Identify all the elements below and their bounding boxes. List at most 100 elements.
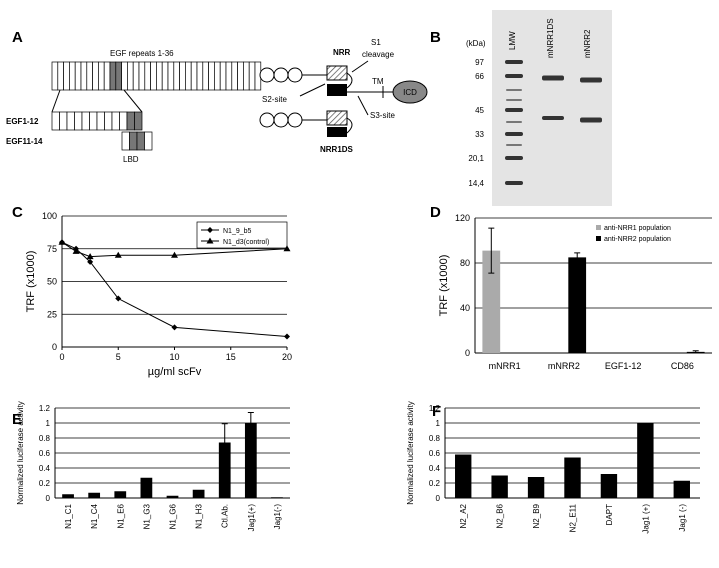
band	[505, 74, 523, 78]
egf-box	[237, 61, 244, 91]
y-tick-label: 1.2	[429, 404, 441, 413]
x-tick-label: 5	[116, 352, 121, 362]
egf-box	[86, 61, 93, 91]
egf-box	[96, 111, 105, 131]
egf-box	[57, 61, 64, 91]
egf-box	[167, 61, 175, 91]
point	[86, 253, 94, 260]
legend-label: anti-NRR1 population	[604, 225, 671, 232]
y-tick-label: 0.2	[429, 479, 441, 488]
y-tick-label: 0.6	[39, 449, 51, 458]
band	[505, 108, 523, 112]
lane-label: mNRR2	[583, 29, 592, 58]
x-tick-label: 15	[226, 352, 236, 362]
x-tick-label: N2_A2	[459, 503, 468, 528]
band	[506, 121, 522, 123]
egf-box	[111, 111, 120, 131]
bar	[140, 477, 153, 498]
domain-diagram: A EGF repeats 1-36 ICD NRR S1 cleavage T…	[6, 29, 428, 164]
panel-letter: A	[12, 29, 23, 46]
chart: C 0 25 50 75 100 TRF (x1000) 0 5 10 15 20 µg/ml scFv…	[12, 204, 292, 378]
egf-box	[161, 61, 169, 91]
band	[506, 89, 522, 91]
point	[171, 251, 178, 258]
error-bar	[221, 423, 228, 462]
band	[505, 156, 523, 160]
icd-label: ICD	[403, 88, 417, 97]
y-tick-label: 0	[465, 348, 470, 358]
egf-box	[202, 61, 209, 91]
bar	[527, 477, 545, 498]
band	[506, 99, 522, 101]
y-tick-label: 1	[46, 419, 51, 428]
chart: E 0 0.2 0.4 0.6 0.8 1 1.2 Normalized luciferase …	[12, 401, 290, 531]
bar	[218, 442, 231, 498]
lbd-label: LBD	[123, 155, 139, 164]
y-tick-label: 0	[436, 494, 441, 503]
x-tick-label: Jag1 (-)	[678, 504, 687, 532]
y-tick-label: 25	[47, 309, 57, 319]
egf-box	[179, 61, 186, 91]
hd-n	[326, 65, 348, 81]
point	[171, 324, 178, 331]
y-tick-label: 0.8	[39, 434, 51, 443]
zoom-line	[51, 89, 61, 113]
bar	[166, 495, 179, 498]
egf1-12	[51, 111, 143, 131]
egf-box	[74, 61, 82, 91]
bar	[600, 474, 618, 498]
bar	[637, 423, 654, 498]
egf-box	[132, 61, 140, 91]
egf-box	[119, 111, 128, 131]
bar	[568, 257, 587, 353]
x-tick-label: N2_E11	[569, 503, 578, 532]
egf-box	[115, 61, 122, 91]
y-axis-label: Normalized luciferase activity	[16, 401, 25, 505]
lnr	[273, 67, 289, 83]
bar	[271, 497, 283, 498]
egf-box	[219, 61, 227, 91]
band	[580, 77, 602, 83]
point	[284, 333, 290, 340]
y-tick-label: 0.8	[429, 434, 441, 443]
egf-box	[51, 111, 60, 131]
point	[114, 251, 122, 258]
egf-box	[173, 61, 180, 91]
marker-label: 33	[475, 130, 484, 139]
y-tick-label: 40	[460, 303, 470, 313]
egf-box	[231, 61, 238, 91]
lnr	[259, 67, 275, 83]
egf-label: EGF repeats 1-36	[110, 49, 174, 58]
bar	[482, 250, 501, 353]
y-axis-label: Normalized luciferase activity	[406, 401, 415, 505]
point	[115, 295, 122, 302]
egf-box	[127, 61, 134, 91]
chart: F 0 0.2 0.4 0.6 0.8 1 1.2 Normalized luciferase …	[406, 401, 700, 534]
x-tick-label: N1_E6	[116, 503, 125, 528]
arrow	[299, 83, 326, 97]
lane-label: LMW	[508, 31, 517, 50]
egf-box	[225, 61, 233, 91]
band	[505, 132, 523, 136]
x-tick-label: DAPT	[605, 504, 614, 525]
y-tick-label: 100	[42, 211, 57, 221]
s3-label: S3-site	[370, 111, 395, 120]
egf-box	[144, 61, 151, 91]
point	[207, 227, 213, 233]
panel-letter: F	[432, 403, 441, 420]
error-bar	[692, 350, 699, 354]
s1-label: S1	[371, 38, 381, 47]
bar	[564, 457, 581, 498]
egf-box	[104, 111, 113, 131]
x-tick-label: N2_B6	[496, 503, 505, 528]
x-tick-label: 10	[169, 352, 179, 362]
egf1-12-label: EGF1-12	[6, 117, 39, 126]
egf-box	[134, 111, 143, 131]
egf-box	[136, 131, 145, 151]
unit: (kDa)	[466, 39, 486, 48]
hd-c	[327, 84, 347, 96]
egf-box	[129, 131, 138, 151]
x-tick-label: N1_C1	[64, 503, 73, 528]
y-tick-label: 50	[47, 277, 57, 287]
